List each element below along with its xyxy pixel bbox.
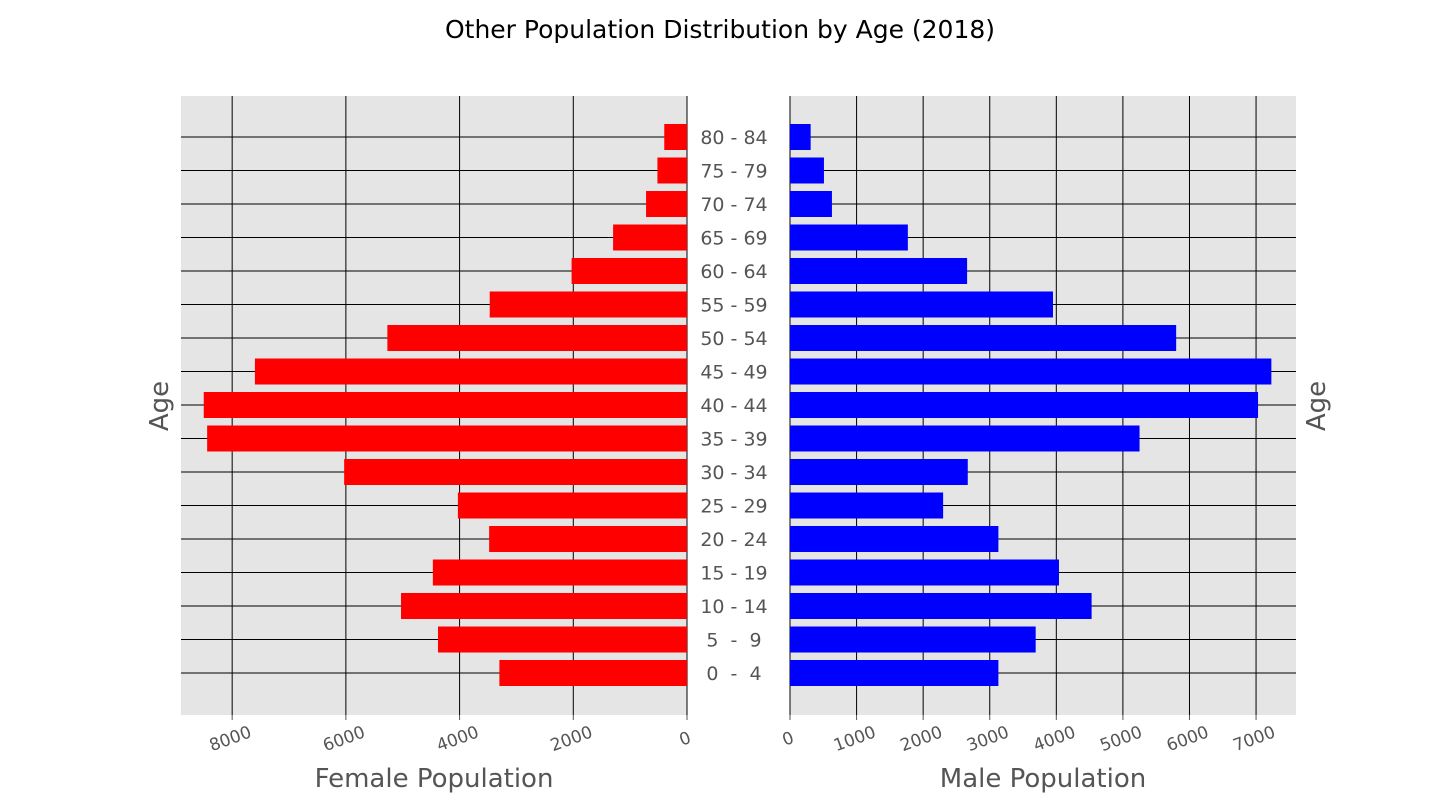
- left-y-axis-label: Age: [145, 381, 175, 431]
- female-bar-70-74: [646, 191, 687, 217]
- male-bar-5-9: [790, 626, 1036, 653]
- female-bar-35-39: [207, 425, 687, 452]
- age-label: 80 - 84: [700, 127, 767, 149]
- right-y-axis-label: Age: [1302, 381, 1332, 431]
- female-x-tick-label: 6000: [320, 723, 367, 757]
- female-bar-80-84: [664, 124, 687, 150]
- female-bar-65-69: [613, 224, 687, 251]
- male-bar-45-49: [790, 358, 1272, 385]
- male-x-axis-label: Male Population: [940, 764, 1146, 794]
- age-label: 55 - 59: [700, 295, 767, 317]
- age-label: 35 - 39: [700, 429, 767, 451]
- female-bar-25-29: [457, 492, 687, 519]
- male-x-tick-label: 5000: [1097, 723, 1144, 757]
- female-bar-10-14: [401, 593, 687, 619]
- age-label: 75 - 79: [700, 161, 767, 183]
- female-bar-0-4: [499, 660, 687, 686]
- age-label: 50 - 54: [700, 328, 767, 350]
- age-label: 70 - 74: [700, 194, 767, 216]
- male-bar-55-59: [790, 291, 1053, 318]
- age-label: 65 - 69: [700, 228, 767, 250]
- male-panel: 0 1000 2000 3000 4000 5000 6000 7000: [780, 96, 1296, 756]
- female-x-tick-label: 2000: [548, 723, 595, 757]
- male-x-tick-label: 3000: [964, 723, 1011, 757]
- male-bar-30-34: [790, 459, 968, 485]
- age-label: 10 - 14: [700, 596, 767, 618]
- male-bar-60-64: [790, 258, 968, 284]
- age-label: 0 - 4: [706, 663, 761, 685]
- male-bar-70-74: [790, 191, 832, 217]
- age-label: 45 - 49: [700, 362, 767, 384]
- male-x-tick-label: 7000: [1231, 723, 1278, 757]
- female-bar-20-24: [489, 526, 687, 552]
- female-bar-45-49: [254, 358, 688, 385]
- age-label: 20 - 24: [700, 529, 767, 551]
- female-bar-30-34: [344, 459, 687, 485]
- age-label: 30 - 34: [700, 462, 767, 484]
- male-bar-35-39: [790, 425, 1140, 452]
- female-x-axis-label: Female Population: [315, 764, 554, 794]
- female-bar-15-19: [432, 559, 687, 586]
- male-bar-10-14: [790, 593, 1092, 619]
- male-bar-0-4: [790, 660, 999, 686]
- male-bar-50-54: [790, 325, 1177, 351]
- female-bar-55-59: [489, 291, 687, 318]
- male-bar-75-79: [790, 157, 824, 184]
- female-x-tick-label: 4000: [434, 723, 481, 757]
- male-bar-65-69: [790, 224, 908, 251]
- male-bar-40-44: [790, 392, 1259, 418]
- age-label: 60 - 64: [700, 261, 767, 283]
- male-bar-20-24: [790, 526, 999, 552]
- age-label: 40 - 44: [700, 395, 767, 417]
- female-x-tick-label: 0: [677, 728, 694, 750]
- male-x-tick-label: 4000: [1031, 723, 1078, 757]
- chart-title: Other Population Distribution by Age (20…: [445, 15, 995, 44]
- male-x-tick-label: 2000: [898, 723, 945, 757]
- age-label: 15 - 19: [700, 563, 767, 585]
- male-bar-25-29: [790, 492, 944, 519]
- female-bar-60-64: [571, 258, 687, 284]
- age-label: 5 - 9: [706, 630, 761, 652]
- age-label: 25 - 29: [700, 496, 767, 518]
- female-bar-40-44: [203, 392, 687, 418]
- female-panel: 8000 6000 4000 2000 0: [181, 96, 694, 756]
- female-bar-5-9: [437, 626, 687, 653]
- male-bar-80-84: [790, 124, 811, 150]
- age-tick-labels: 0 - 4 5 - 9 10 - 14 15 - 19 20 - 24 25 - 29 30…: [700, 127, 767, 685]
- female-x-tick-label: 8000: [207, 723, 254, 757]
- female-bar-50-54: [387, 325, 687, 351]
- male-bar-15-19: [790, 559, 1059, 586]
- female-bar-75-79: [657, 157, 687, 184]
- male-x-tick-label: 0: [780, 728, 797, 750]
- male-x-tick-label: 1000: [831, 723, 878, 757]
- male-x-tick-label: 6000: [1164, 723, 1211, 757]
